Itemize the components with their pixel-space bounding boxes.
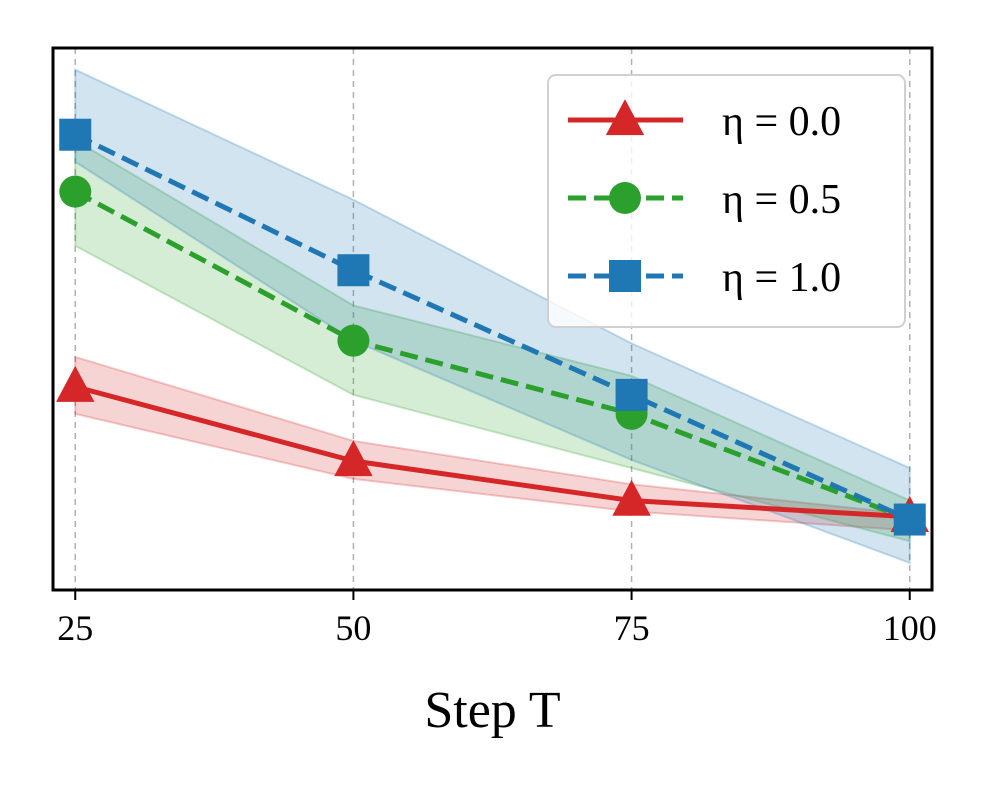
x-axis-ticks: 25 50 75 100 xyxy=(57,590,937,648)
x-tick-label: 50 xyxy=(335,608,371,648)
data-point-0-2 xyxy=(612,479,651,516)
x-axis-title: Step T xyxy=(424,682,560,739)
legend-marker-0 xyxy=(605,99,645,136)
data-point-0-0 xyxy=(56,365,95,402)
legend-marker-1 xyxy=(609,182,641,214)
x-tick-label: 75 xyxy=(614,608,650,648)
data-point-1-0 xyxy=(59,175,92,208)
plot-frame xyxy=(51,46,934,592)
series-markers xyxy=(56,118,929,536)
series-line-2 xyxy=(74,132,911,522)
legend-label: η = 1.0 xyxy=(722,255,841,301)
series-lines xyxy=(74,132,911,522)
data-point-2-0 xyxy=(59,118,92,151)
series-line-0 xyxy=(74,384,910,520)
legend-marker-2 xyxy=(609,260,641,292)
legend-label: η = 0.5 xyxy=(722,177,841,223)
data-point-2-3 xyxy=(893,503,926,536)
data-point-2-1 xyxy=(337,254,370,287)
data-point-0-1 xyxy=(334,440,373,477)
legend-label: η = 0.0 xyxy=(722,99,841,145)
x-tick-label: 25 xyxy=(57,608,93,648)
legend: η = 0.0 η = 0.5 η = 1.0 xyxy=(547,74,906,328)
series-line-1 xyxy=(74,189,911,522)
data-point-2-2 xyxy=(615,378,648,411)
data-point-1-1 xyxy=(337,324,370,357)
x-tick-label: 100 xyxy=(883,608,937,648)
